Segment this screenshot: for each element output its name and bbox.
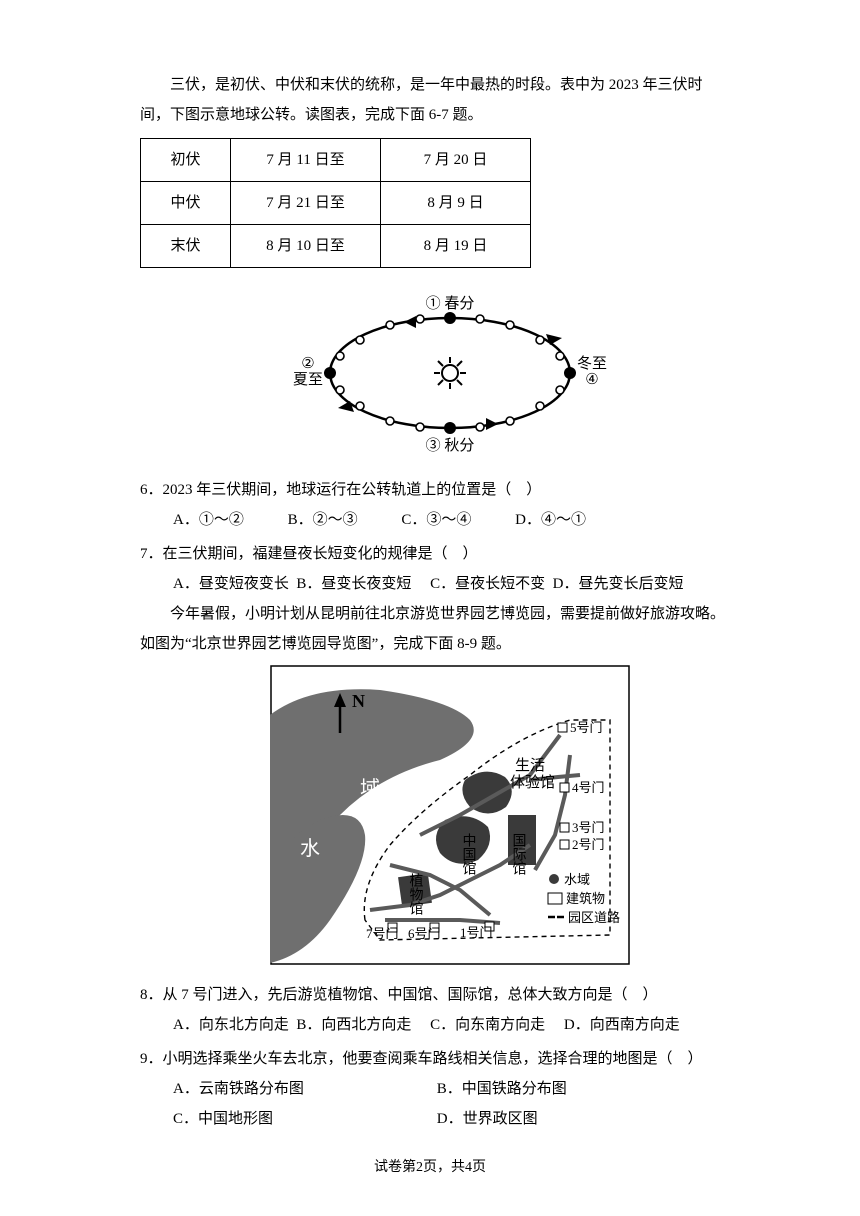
q6-opt-c: C．③～④ bbox=[401, 505, 471, 535]
cell: 8 月 19 日 bbox=[381, 225, 531, 268]
q7-opt-b: B．昼变长夜变短 bbox=[296, 576, 411, 592]
svg-text:中国馆: 中国馆 bbox=[461, 833, 477, 875]
svg-text:④: ④ bbox=[585, 372, 598, 388]
q8-opt-d: D．向西南方向走 bbox=[564, 1017, 680, 1033]
q7-opt-d: D．昼先变长后变短 bbox=[553, 576, 684, 592]
svg-text:植物馆: 植物馆 bbox=[408, 873, 424, 915]
q6-opt-d: D．④～① bbox=[515, 505, 586, 535]
svg-text:体验馆: 体验馆 bbox=[510, 774, 555, 791]
q8-options: A．向东北方向走 B．向西北方向走 C．向东南方向走 D．向西南方向走 bbox=[173, 1010, 760, 1040]
cell: 中伏 bbox=[141, 182, 231, 225]
q6-stem: 6．2023 年三伏期间，地球运行在公转轨道上的位置是（ ） bbox=[140, 475, 760, 505]
svg-text:②: ② bbox=[301, 356, 314, 372]
svg-text:2号门: 2号门 bbox=[572, 837, 605, 852]
table-row: 中伏 7 月 21 日至 8 月 9 日 bbox=[141, 182, 531, 225]
q6-opt-b: B．②～③ bbox=[288, 505, 358, 535]
intro-line2: 间，下图示意地球公转。读图表，完成下面 6-7 题。 bbox=[140, 100, 760, 130]
q8-stem: 8．从 7 号门进入，先后游览植物馆、中国馆、国际馆，总体大致方向是（ ） bbox=[140, 980, 760, 1010]
q7-opt-c: C．昼夜长短不变 bbox=[430, 576, 545, 592]
q8-opt-b: B．向西北方向走 bbox=[296, 1017, 411, 1033]
q7: 7．在三伏期间，福建昼夜长短变化的规律是（ ） A．昼变短夜变长 B．昼变长夜变… bbox=[140, 539, 760, 599]
svg-text:水: 水 bbox=[300, 837, 320, 860]
sanfu-table: 初伏 7 月 11 日至 7 月 20 日 中伏 7 月 21 日至 8 月 9… bbox=[140, 138, 531, 268]
cell: 8 月 9 日 bbox=[381, 182, 531, 225]
q6-options: A．①～② B．②～③ C．③～④ D．④～① bbox=[173, 505, 760, 535]
q8: 8．从 7 号门进入，先后游览植物馆、中国馆、国际馆，总体大致方向是（ ） A．… bbox=[140, 980, 760, 1040]
svg-text:③ 秋分: ③ 秋分 bbox=[426, 437, 475, 454]
table-row: 初伏 7 月 11 日至 7 月 20 日 bbox=[141, 139, 531, 182]
svg-text:园区道路: 园区道路 bbox=[568, 910, 620, 925]
q9-stem: 9．小明选择乘坐火车去北京，他要查阅乘车路线相关信息，选择合理的地图是（ ） bbox=[140, 1044, 760, 1074]
svg-text:生活: 生活 bbox=[515, 757, 545, 774]
table-row: 末伏 8 月 10 日至 8 月 19 日 bbox=[141, 225, 531, 268]
svg-text:夏至: 夏至 bbox=[293, 372, 323, 388]
q9-opt-c: C．中国地形图 bbox=[173, 1104, 433, 1134]
cell: 初伏 bbox=[141, 139, 231, 182]
svg-text:水域: 水域 bbox=[564, 872, 590, 887]
q9: 9．小明选择乘坐火车去北京，他要查阅乘车路线相关信息，选择合理的地图是（ ） A… bbox=[140, 1044, 760, 1134]
q6-opt-a: A．①～② bbox=[173, 505, 244, 535]
svg-text:N: N bbox=[352, 691, 365, 711]
page-footer: 试卷第2页，共4页 bbox=[0, 1154, 860, 1182]
svg-text:4号门: 4号门 bbox=[572, 780, 605, 795]
svg-text:建筑物: 建筑物 bbox=[566, 891, 605, 906]
cell: 末伏 bbox=[141, 225, 231, 268]
cell: 7 月 20 日 bbox=[381, 139, 531, 182]
svg-text:域: 域 bbox=[360, 777, 380, 800]
q9-options: A．云南铁路分布图 B．中国铁路分布图 bbox=[173, 1074, 760, 1104]
svg-text:6号门: 6号门 bbox=[408, 926, 441, 941]
q8-opt-a: A．向东北方向走 bbox=[173, 1017, 289, 1033]
svg-text:国际馆: 国际馆 bbox=[511, 833, 527, 875]
q9-opt-a: A．云南铁路分布图 bbox=[173, 1074, 433, 1104]
passage2-line2: 如图为“北京世界园艺博览园导览图”，完成下面 8-9 题。 bbox=[140, 629, 760, 659]
q9-opt-d: D．世界政区图 bbox=[437, 1104, 697, 1134]
q9-opt-b: B．中国铁路分布图 bbox=[437, 1074, 697, 1104]
q6: 6．2023 年三伏期间，地球运行在公转轨道上的位置是（ ） A．①～② B．②… bbox=[140, 475, 760, 535]
svg-text:1号门: 1号门 bbox=[460, 925, 493, 940]
q7-stem: 7．在三伏期间，福建昼夜长短变化的规律是（ ） bbox=[140, 539, 760, 569]
q7-opt-a: A．昼变短夜变长 bbox=[173, 576, 289, 592]
svg-text:3号门: 3号门 bbox=[572, 820, 605, 835]
map-diagram: N 水 域 生活 体验馆 国际馆 中国馆 植物馆 5号门 4号门 3号门 2号门… bbox=[140, 665, 760, 976]
cell: 8 月 10 日至 bbox=[231, 225, 381, 268]
passage2-line1: 今年暑假，小明计划从昆明前往北京游览世界园艺博览园，需要提前做好旅游攻略。 bbox=[140, 599, 760, 629]
svg-text:7号门: 7号门 bbox=[366, 926, 399, 941]
svg-text:5号门: 5号门 bbox=[570, 720, 603, 735]
q8-opt-c: C．向东南方向走 bbox=[430, 1017, 545, 1033]
intro-line1: 三伏，是初伏、中伏和末伏的统称，是一年中最热的时段。表中为 2023 年三伏时 bbox=[140, 70, 760, 100]
orbit-diagram: ① 春分 ② 夏至 ③ 秋分 冬至 ④ bbox=[140, 278, 760, 469]
cell: 7 月 11 日至 bbox=[231, 139, 381, 182]
cell: 7 月 21 日至 bbox=[231, 182, 381, 225]
q7-options: A．昼变短夜变长 B．昼变长夜变短 C．昼夜长短不变 D．昼先变长后变短 bbox=[173, 569, 760, 599]
svg-text:① 春分: ① 春分 bbox=[426, 295, 475, 312]
svg-text:冬至: 冬至 bbox=[577, 355, 607, 372]
q9-options-2: C．中国地形图 D．世界政区图 bbox=[173, 1104, 760, 1134]
